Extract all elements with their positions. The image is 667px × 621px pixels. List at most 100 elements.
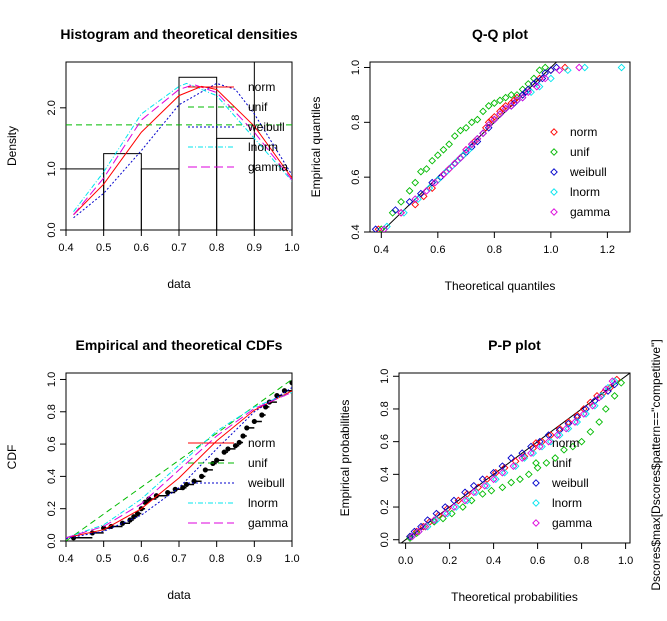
qq-point-lnorm bbox=[535, 82, 544, 91]
qq-point-gamma bbox=[490, 115, 499, 124]
qq-point-gamma bbox=[479, 129, 487, 138]
y-tick-label: 0.6 bbox=[379, 434, 391, 449]
empirical-cdf-point bbox=[202, 467, 208, 473]
y-tick-label: 1.0 bbox=[350, 60, 362, 75]
legend-label-gamma: gamma bbox=[552, 516, 592, 530]
curve-gamma bbox=[73, 84, 292, 216]
qq-point-gamma bbox=[480, 481, 489, 490]
qq-point-norm bbox=[428, 184, 437, 192]
qq-point-lnorm bbox=[563, 66, 572, 75]
qq-point-weibull bbox=[547, 66, 555, 75]
qq-point-weibull bbox=[391, 206, 400, 214]
qq-point-norm bbox=[487, 115, 496, 124]
qq-point-weibull bbox=[450, 496, 458, 505]
qq-point-gamma bbox=[430, 516, 439, 524]
qq-point-weibull bbox=[405, 198, 414, 206]
qq-point-lnorm bbox=[423, 522, 432, 531]
qq-point-gamma bbox=[484, 121, 493, 129]
qq-point-unif bbox=[462, 123, 470, 132]
qq-point-unif bbox=[450, 132, 459, 140]
x-tick-label: 0.8 bbox=[487, 244, 502, 256]
qq-point-gamma bbox=[467, 140, 476, 149]
empirical-cdf-point bbox=[127, 517, 133, 523]
qq-point-lnorm bbox=[555, 431, 564, 439]
empirical-cdf-point bbox=[259, 412, 265, 418]
qq-point-weibull bbox=[507, 454, 516, 462]
legend-marker-unif bbox=[550, 148, 558, 156]
qq-point-unif bbox=[439, 514, 447, 523]
x-tick-label: 0.8 bbox=[574, 555, 589, 567]
qq-point-lnorm bbox=[573, 418, 582, 426]
qq-point-lnorm bbox=[610, 377, 619, 386]
x-tick-label: 1.0 bbox=[618, 555, 633, 567]
curve-norm bbox=[73, 85, 292, 216]
curve-norm bbox=[66, 390, 292, 539]
qq-point-weibull bbox=[582, 405, 590, 413]
qq-point-norm bbox=[496, 107, 504, 116]
panel-2: Q-Q plot 0.4 0.6 0.8 1.0 1.2 0.4 0.6 0.8 1.0 Theor… bbox=[309, 26, 631, 293]
qq-point-gamma bbox=[414, 527, 423, 536]
x-tick-label: 0.9 bbox=[247, 553, 262, 565]
qq-point-unif bbox=[388, 208, 397, 217]
qq-point-gamma bbox=[411, 195, 420, 203]
y-tick-label: 0.2 bbox=[379, 499, 391, 514]
qq-point-unif bbox=[456, 126, 465, 135]
qq-point-gamma bbox=[518, 454, 527, 462]
x-tick-label: 0.8 bbox=[209, 553, 224, 565]
chart-title: Q-Q plot bbox=[472, 26, 528, 42]
qq-point-lnorm bbox=[483, 481, 491, 490]
x-tick-label: 0.5 bbox=[96, 553, 111, 565]
y-tick-label: 0.0 bbox=[379, 532, 391, 547]
qq-point-unif bbox=[490, 99, 499, 107]
qq-point-weibull bbox=[604, 387, 612, 395]
x-tick-label: 1.0 bbox=[284, 553, 299, 565]
legend: norm unif weibull lnorm gamma bbox=[550, 125, 610, 219]
y-axis-label: Density bbox=[5, 126, 19, 166]
y-tick-label: 0.0 bbox=[46, 222, 58, 237]
chart-title: Histogram and theoretical densities bbox=[60, 26, 297, 42]
qq-point-weibull bbox=[610, 380, 619, 389]
x-tick-label: 0.7 bbox=[171, 553, 186, 565]
qq-point-gamma bbox=[431, 178, 439, 187]
qq-point-unif bbox=[551, 454, 560, 462]
qq-point-norm bbox=[419, 192, 428, 201]
right-margin-ylabel: Dscores$max[Dscores$pattern=="competitiv… bbox=[649, 339, 663, 590]
qq-point-weibull bbox=[535, 437, 544, 446]
y-tick-label: 0.6 bbox=[350, 170, 362, 185]
plot-area bbox=[400, 373, 630, 543]
legend-label-gamma: gamma bbox=[570, 205, 610, 219]
qq-point-lnorm bbox=[414, 195, 422, 203]
qq-point-gamma bbox=[507, 102, 516, 110]
y-tick-label: 0.2 bbox=[46, 501, 58, 516]
legend-label-unif: unif bbox=[248, 456, 268, 470]
x-tick-label: 0.6 bbox=[530, 555, 545, 567]
legend-marker-weibull bbox=[532, 479, 540, 487]
qq-point-gamma bbox=[498, 468, 507, 477]
empirical-cdf-point bbox=[251, 418, 257, 425]
qq-point-gamma bbox=[571, 418, 579, 426]
plot-frame bbox=[398, 372, 631, 544]
y-tick-label: 0.8 bbox=[350, 115, 362, 130]
qq-point-gamma bbox=[462, 145, 470, 154]
legend-label-unif: unif bbox=[570, 145, 590, 159]
x-axis-label: data bbox=[167, 588, 191, 602]
qq-point-norm bbox=[507, 99, 516, 107]
qq-point-gamma bbox=[439, 170, 448, 179]
qq-point-gamma bbox=[518, 93, 527, 102]
y-tick-label: 2.0 bbox=[46, 100, 58, 115]
legend-label-weibull: weibull bbox=[551, 476, 589, 490]
legend-marker-gamma bbox=[532, 519, 540, 527]
plot-area bbox=[66, 62, 292, 230]
empirical-cdf-point bbox=[183, 481, 190, 488]
qq-point-weibull bbox=[564, 419, 573, 428]
y-tick-label: 0.8 bbox=[46, 404, 58, 419]
qq-point-gamma bbox=[441, 509, 450, 518]
qq-point-gamma bbox=[473, 134, 482, 143]
qq-point-lnorm bbox=[580, 63, 589, 72]
qq-point-gamma bbox=[496, 110, 504, 118]
x-tick-label: 0.9 bbox=[247, 242, 262, 254]
histogram-bar bbox=[140, 168, 180, 230]
qq-point-gamma bbox=[501, 104, 510, 113]
legend-label-gamma: gamma bbox=[248, 516, 288, 530]
qq-point-weibull bbox=[538, 74, 547, 83]
